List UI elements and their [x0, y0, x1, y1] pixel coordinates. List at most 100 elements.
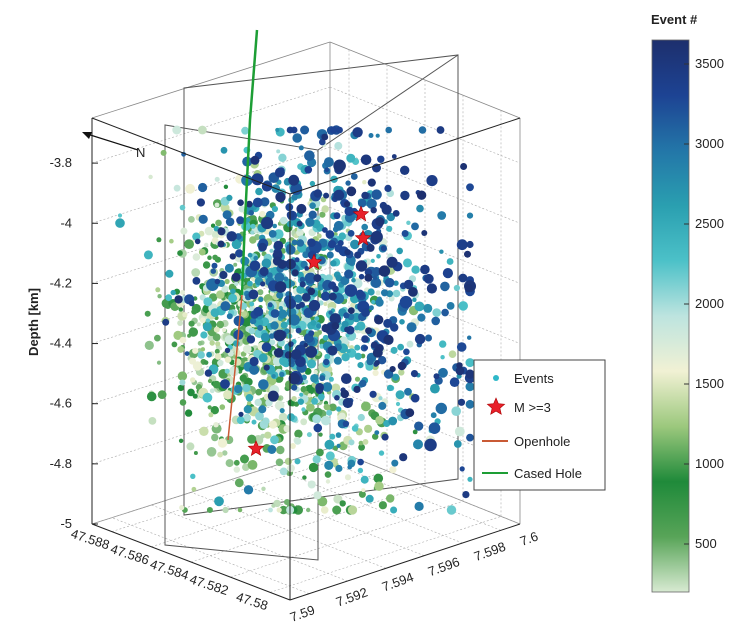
event-point: [231, 272, 241, 282]
event-point: [294, 257, 300, 263]
event-point: [224, 278, 230, 285]
event-point: [406, 322, 417, 333]
event-point: [368, 133, 374, 138]
event-point: [410, 393, 420, 403]
event-point: [347, 505, 358, 515]
event-point: [216, 320, 225, 329]
event-point: [332, 505, 342, 515]
event-point: [210, 223, 216, 228]
event-point: [355, 289, 365, 298]
legend-box: [473, 359, 606, 491]
event-point: [144, 340, 154, 350]
event-point: [295, 303, 302, 310]
event-point: [222, 506, 229, 514]
event-point: [365, 494, 374, 503]
event-point: [197, 351, 205, 359]
north-label: N: [136, 145, 145, 160]
event-point: [115, 218, 125, 228]
event-point: [306, 507, 311, 513]
event-point: [258, 353, 268, 363]
event-point: [296, 220, 303, 227]
event-point: [268, 230, 277, 238]
event-point: [212, 333, 221, 342]
event-point: [291, 396, 297, 402]
event-point: [399, 453, 408, 462]
event-point: [455, 366, 465, 376]
event-point: [385, 126, 393, 134]
event-point: [338, 412, 346, 420]
event-point: [267, 445, 277, 454]
event-point: [423, 303, 433, 313]
event-point: [223, 184, 229, 189]
event-point: [335, 464, 343, 473]
event-point: [308, 330, 315, 337]
event-point: [321, 133, 329, 141]
event-point: [226, 313, 233, 320]
event-point: [257, 289, 264, 296]
fault-plane-edge: [317, 54, 459, 151]
event-point: [357, 458, 364, 466]
large-event-star: [305, 253, 323, 270]
depth-tick-label: -4: [60, 215, 72, 230]
event-point: [344, 269, 354, 279]
event-point: [320, 506, 329, 514]
event-point: [466, 183, 474, 192]
event-point: [466, 240, 474, 249]
event-point: [384, 277, 395, 288]
event-point: [222, 450, 228, 456]
grid-line: [151, 504, 348, 582]
event-point: [383, 369, 394, 379]
event-point: [431, 316, 441, 326]
event-point: [278, 412, 288, 422]
event-point: [311, 397, 318, 405]
event-point: [191, 268, 201, 277]
event-point: [276, 507, 282, 513]
event-point: [432, 308, 442, 317]
event-point: [285, 298, 297, 309]
event-point: [374, 481, 384, 491]
event-point: [177, 384, 185, 392]
event-point: [395, 390, 405, 400]
event-point: [301, 407, 306, 412]
event-point: [364, 268, 373, 277]
event-point: [327, 345, 338, 356]
event-point: [276, 149, 281, 154]
event-point: [440, 355, 445, 360]
event-point: [215, 219, 222, 227]
event-point: [366, 243, 375, 252]
event-point: [350, 302, 357, 309]
event-point: [268, 507, 273, 513]
event-point: [388, 416, 398, 426]
event-point: [180, 227, 188, 235]
event-point: [177, 320, 184, 326]
event-point: [177, 346, 185, 353]
event-point: [213, 422, 219, 428]
event-point: [245, 394, 254, 402]
event-point: [404, 387, 412, 396]
depth-tick-label: -4.4: [50, 336, 72, 351]
event-point: [267, 302, 273, 308]
event-point: [319, 138, 326, 146]
legend-mag-label: M >=3: [514, 400, 551, 415]
event-point: [378, 501, 387, 510]
event-point: [313, 491, 322, 500]
event-point: [258, 242, 267, 252]
event-point: [268, 378, 276, 386]
event-point: [224, 356, 232, 364]
event-point: [381, 433, 389, 441]
event-point: [381, 204, 392, 215]
wells: [227, 29, 259, 441]
event-point: [300, 125, 310, 135]
event-point: [426, 175, 438, 187]
event-point: [403, 258, 412, 268]
event-point: [157, 390, 167, 399]
event-point: [361, 401, 371, 412]
event-point: [458, 273, 468, 283]
event-point: [371, 277, 382, 288]
grid-line: [111, 517, 310, 594]
event-points: [115, 125, 476, 515]
event-point: [453, 440, 462, 448]
event-point: [307, 287, 316, 296]
event-point: [260, 197, 270, 207]
event-point: [224, 347, 231, 354]
